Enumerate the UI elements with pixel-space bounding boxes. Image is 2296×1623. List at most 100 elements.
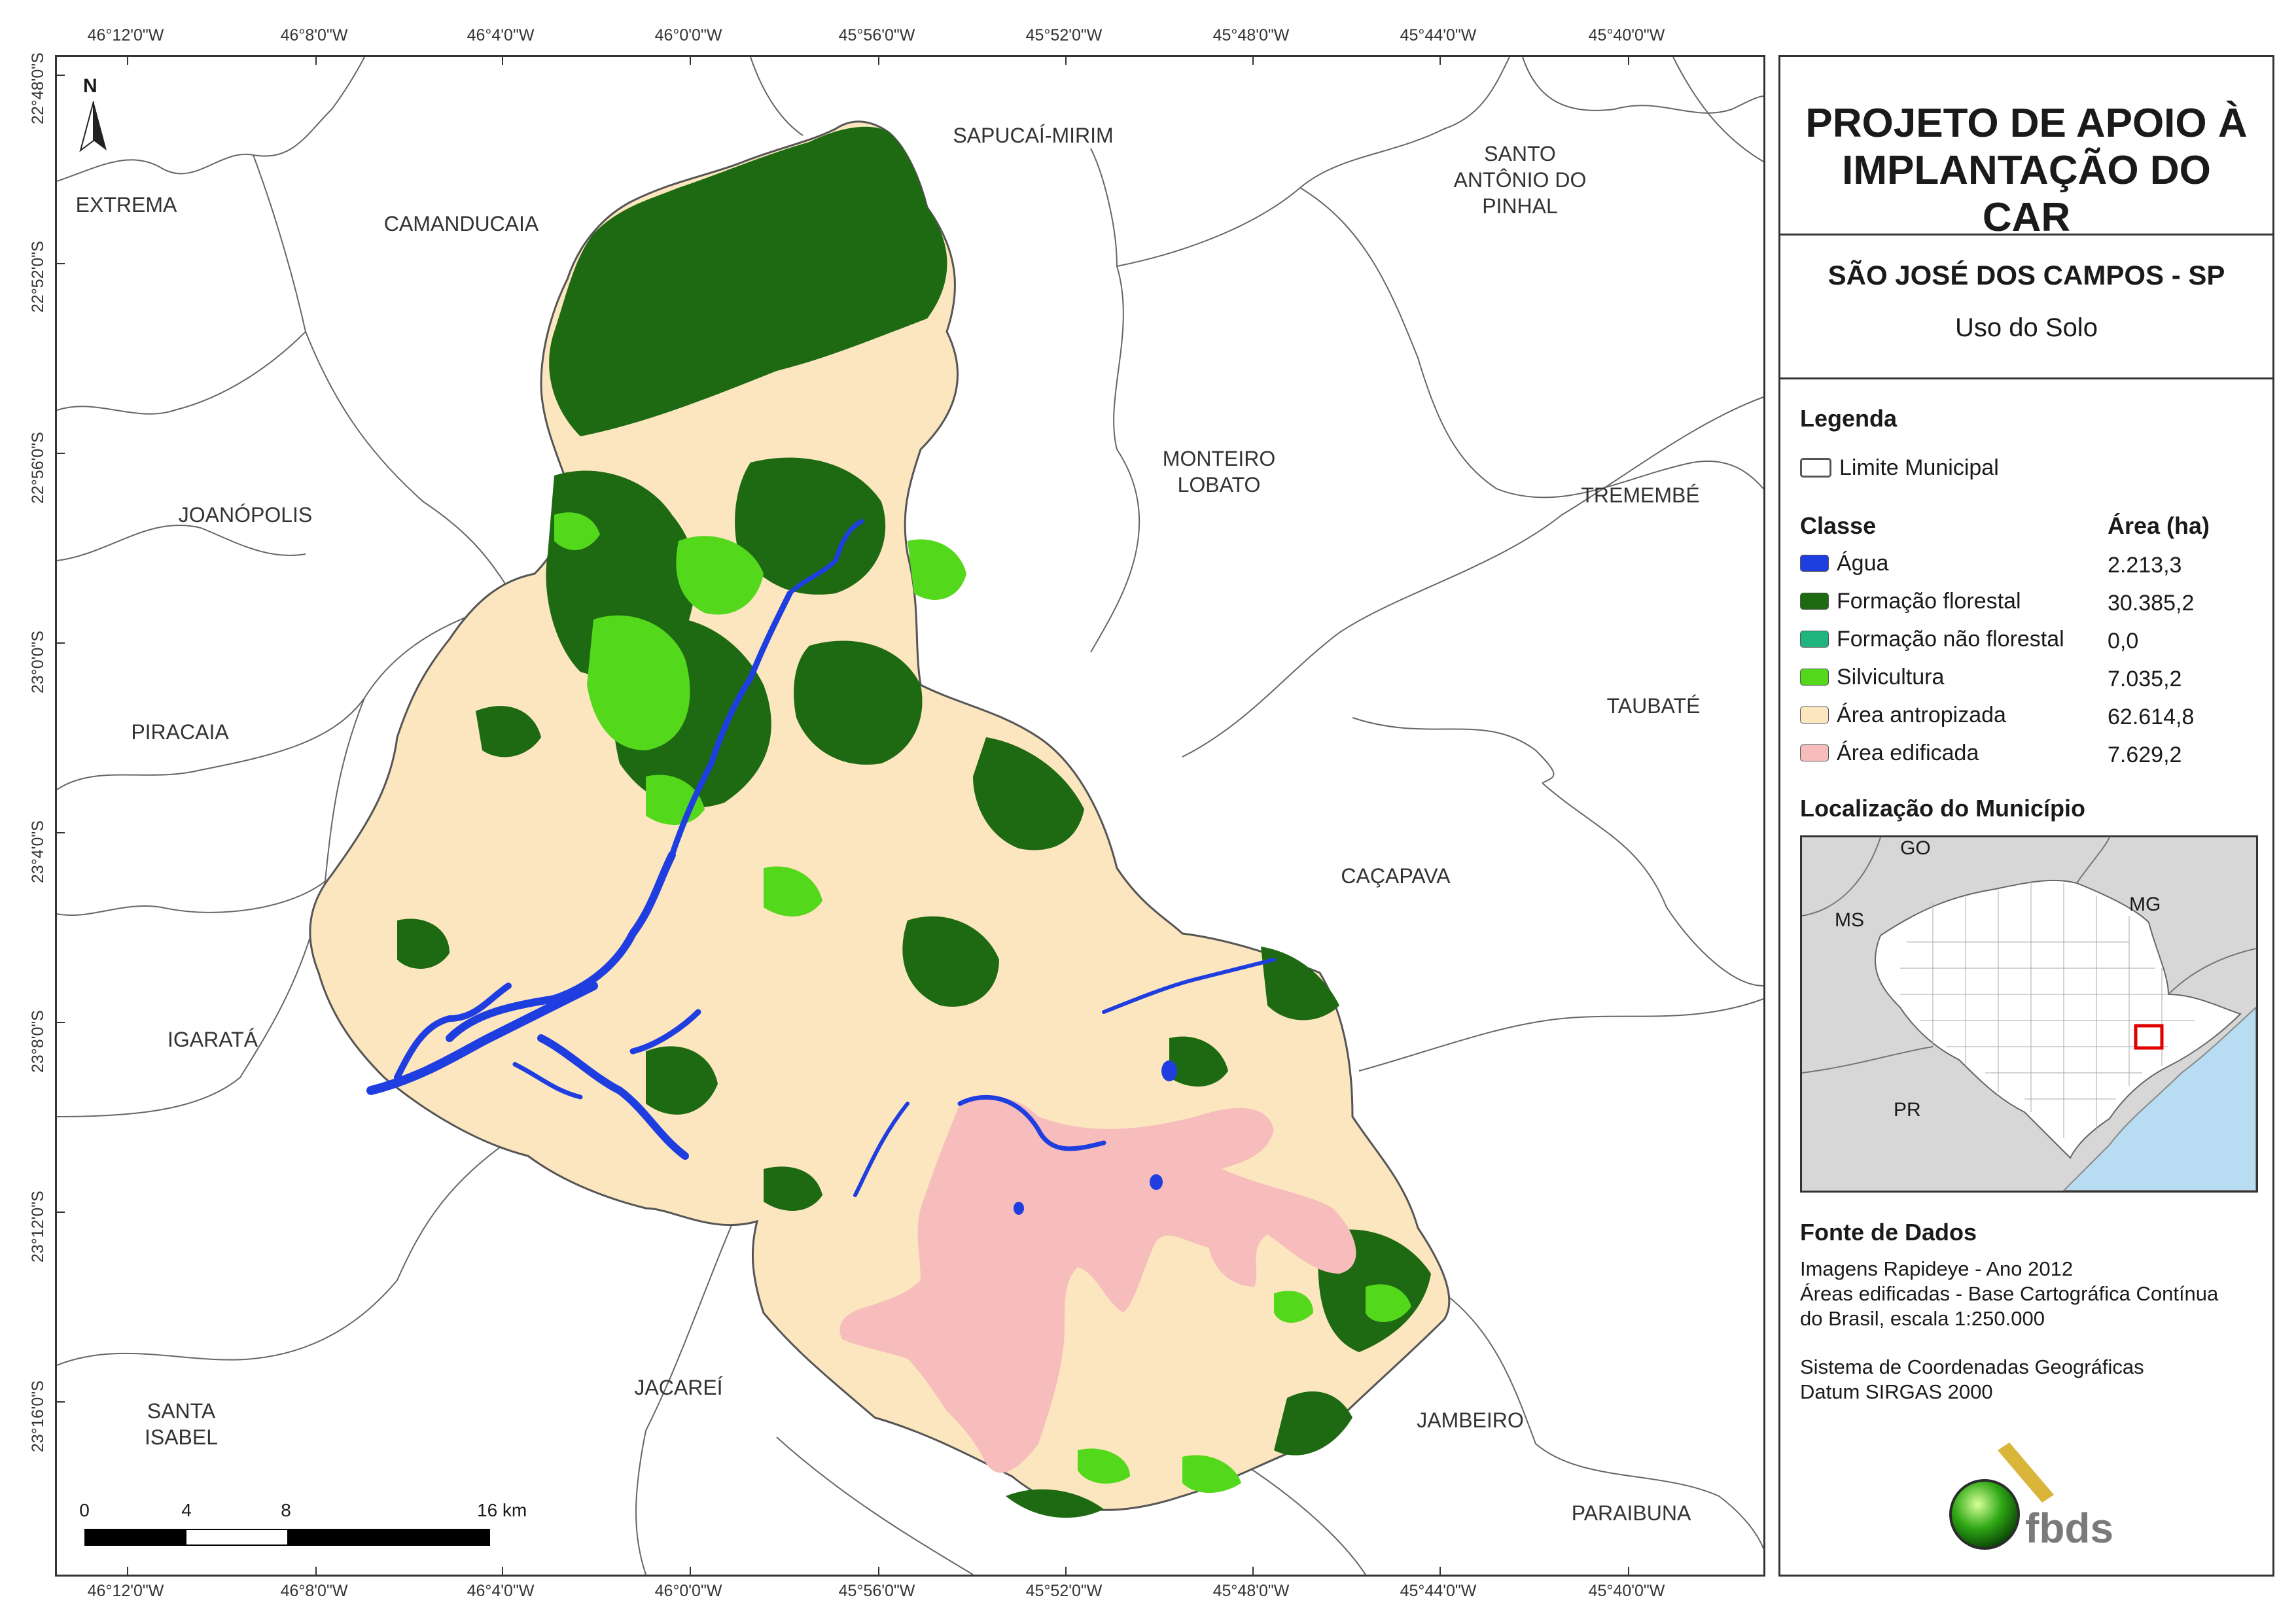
- label-santo-antonio-do-pinhal: SANTO ANTÔNIO DO PINHAL: [1453, 142, 1587, 218]
- coord-bottom-8: 45°44'0"W: [1400, 1582, 1477, 1600]
- label-cacapava: CAÇAPAVA: [1341, 864, 1451, 888]
- coord-top-8: 45°44'0"W: [1400, 26, 1477, 44]
- coord-top-6: 45°52'0"W: [1025, 26, 1103, 44]
- scale-bar-frame: [84, 1529, 490, 1546]
- area-formacao-florestal: 30.385,2: [2108, 591, 2195, 616]
- map-canvas: [57, 57, 1763, 1575]
- location-heading: Localização do Município: [1800, 795, 2086, 822]
- anthropic-swatch: [1800, 707, 1829, 724]
- coord-bottom-2: 46°8'0"W: [280, 1582, 348, 1600]
- non-forest-swatch: [1800, 631, 1829, 648]
- coord-left-4: 23°0'0"S: [29, 631, 47, 693]
- label-igarata: IGARATÁ: [167, 1028, 258, 1051]
- label-tremembe: TREMEMBÉ: [1581, 483, 1700, 507]
- label-jambeiro: JAMBEIRO: [1417, 1408, 1524, 1432]
- area-silvicultura: 7.035,2: [2108, 667, 2182, 691]
- label-extrema: EXTREMA: [75, 193, 177, 217]
- silviculture-areas: [554, 512, 1411, 1493]
- coord-bottom-9: 45°40'0"W: [1588, 1582, 1665, 1600]
- label-santa-isabel: SANTA ISABEL: [144, 1399, 219, 1449]
- area-area-edificada: 7.629,2: [2108, 742, 2182, 767]
- state-municipal-mesh: [1900, 883, 2195, 1138]
- location-highlight: [2134, 1024, 2164, 1050]
- label-sapucai-mirim: SAPUCAÍ-MIRIM: [953, 124, 1114, 147]
- water-swatch: [1800, 555, 1829, 572]
- water-ponds: [1014, 1060, 1177, 1215]
- fbds-logo-icon: [1949, 1442, 2054, 1550]
- urban-area: [839, 1096, 1356, 1473]
- north-arrow-icon: [79, 101, 107, 152]
- coord-top-9: 45°40'0"W: [1588, 26, 1665, 44]
- inset-label-ms: MS: [1835, 909, 1864, 931]
- coord-left-8: 23°16'0"S: [29, 1380, 47, 1452]
- location-inset-map[interactable]: GO MS MG PR: [1800, 835, 2258, 1193]
- label-taubate: TAUBATÉ: [1606, 694, 1701, 718]
- map-frame[interactable]: N SAPUCAÍ-MIRIM SANTO ANTÔNIO DO PINHAL …: [55, 55, 1765, 1577]
- coord-left-7: 23°12'0"S: [29, 1191, 47, 1263]
- crs-text: Sistema de Coordenadas Geográficas Datum…: [1800, 1355, 2144, 1403]
- coord-left-6: 23°8'0"S: [29, 1010, 47, 1073]
- scale-tick-4: 4: [181, 1500, 192, 1520]
- coord-bottom-7: 45°48'0"W: [1212, 1582, 1290, 1600]
- legend-row-formacao-florestal: Formação florestal: [1800, 588, 2021, 614]
- fbds-logo-text: fbds: [2025, 1505, 2114, 1552]
- legend-row-area-antropizada: Área antropizada: [1800, 702, 2006, 728]
- coord-top-3: 46°4'0"W: [467, 26, 535, 44]
- legend-heading: Legenda: [1800, 405, 1898, 432]
- municipal-limit-swatch: [1800, 458, 1831, 478]
- inset-label-mg: MG: [2129, 894, 2161, 915]
- legend-row-agua: Água: [1800, 550, 1888, 576]
- coord-top-7: 45°48'0"W: [1212, 26, 1290, 44]
- legend-municipal-limit: Limite Municipal: [1800, 455, 1999, 481]
- area-agua: 2.213,3: [2108, 553, 2182, 578]
- coord-top-2: 46°8'0"W: [280, 26, 348, 44]
- urban-swatch: [1800, 744, 1829, 761]
- coord-top-5: 45°56'0"W: [838, 26, 915, 44]
- municipal-limits: [57, 57, 1763, 1575]
- north-label: N: [83, 75, 97, 97]
- coord-bottom-1: 46°12'0"W: [87, 1582, 164, 1600]
- inset-map-canvas: [1802, 837, 2256, 1191]
- source-text: Imagens Rapideye - Ano 2012 Áreas edific…: [1800, 1257, 2219, 1330]
- label-piracaia: PIRACAIA: [131, 720, 229, 744]
- legend-row-area-edificada: Área edificada: [1800, 740, 1979, 766]
- coord-left-5: 23°4'0"S: [29, 820, 47, 883]
- legend-row-formacao-nao-florestal: Formação não florestal: [1800, 626, 2064, 652]
- coord-bottom-5: 45°56'0"W: [838, 1582, 915, 1600]
- graticule-ticks: [57, 57, 1629, 1575]
- area-area-antropizada: 62.614,8: [2108, 705, 2195, 729]
- label-monteiro-lobato: MONTEIRO LOBATO: [1162, 447, 1276, 497]
- panel-title: PROJETO DE APOIO À IMPLANTAÇÃO DO CAR: [1805, 101, 2248, 240]
- source-heading: Fonte de Dados: [1800, 1219, 1977, 1246]
- panel-subtitle: SÃO JOSÉ DOS CAMPOS - SP: [1828, 260, 2225, 290]
- coord-left-3: 22°56'0"S: [29, 432, 47, 504]
- coord-bottom-4: 46°0'0"W: [654, 1582, 722, 1600]
- fbds-logo: fbds: [1944, 1437, 2140, 1555]
- coord-left-2: 22°52'0"S: [29, 241, 47, 313]
- coord-top-4: 46°0'0"W: [654, 26, 722, 44]
- scale-tick-16: 16 km: [477, 1500, 527, 1520]
- coord-left-1: 22°48'0"S: [29, 52, 47, 124]
- scale-tick-0: 0: [79, 1500, 90, 1520]
- forest-swatch: [1800, 593, 1829, 610]
- label-paraibuna: PARAIBUNA: [1571, 1501, 1691, 1525]
- scale-bar: 0 4 8 16 km: [79, 1500, 527, 1552]
- legend-panel: PROJETO DE APOIO À IMPLANTAÇÃO DO CAR SÃ…: [1778, 55, 2274, 1577]
- coord-top-1: 46°12'0"W: [87, 26, 164, 44]
- scale-tick-8: 8: [281, 1500, 291, 1520]
- silviculture-swatch: [1800, 669, 1829, 686]
- panel-theme: Uso do Solo: [1955, 313, 2098, 342]
- sao-paulo-state: [1875, 879, 2242, 1159]
- area-heading: Área (ha): [2108, 512, 2210, 539]
- water-bodies: [366, 519, 1276, 1197]
- class-heading: Classe: [1800, 512, 1877, 539]
- legend-row-silvicultura: Silvicultura: [1800, 664, 1944, 690]
- label-joanopolis: JOANÓPOLIS: [178, 503, 313, 527]
- area-formacao-nao-florestal: 0,0: [2108, 629, 2139, 654]
- label-jacarei: JACAREÍ: [634, 1376, 723, 1399]
- coord-bottom-3: 46°4'0"W: [467, 1582, 535, 1600]
- label-camanducaia: CAMANDUCAIA: [383, 212, 539, 236]
- coord-bottom-6: 45°52'0"W: [1025, 1582, 1103, 1600]
- inset-label-pr: PR: [1894, 1099, 1921, 1121]
- inset-label-go: GO: [1900, 837, 1931, 859]
